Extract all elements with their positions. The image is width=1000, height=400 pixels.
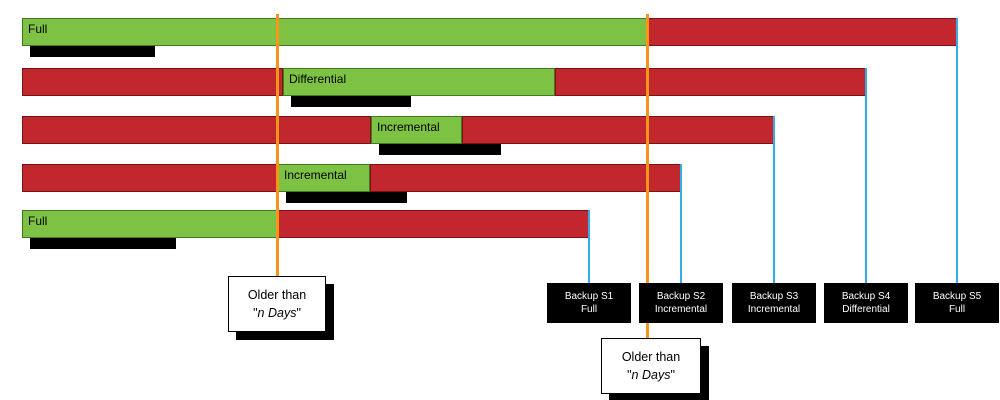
bar-row5-label: Full	[28, 214, 48, 228]
backup-endpoint-line-s3	[773, 116, 775, 283]
backup-s2-name: Backup S2	[656, 291, 706, 302]
callout-2-close-quote: "	[670, 368, 675, 382]
bar-row2-expired-left-segment	[22, 68, 283, 96]
bar-row3-label: Incremental	[377, 120, 440, 134]
callout-2-line2: "n Days"	[627, 366, 675, 384]
backup-endpoint-line-s2	[680, 164, 682, 283]
bar-row2-valid-segment: Differential	[283, 68, 555, 96]
retention-threshold-line-1	[276, 14, 279, 277]
older-than-callout-1: Older than "n Days"	[228, 276, 326, 332]
backup-endpoint-line-s4	[865, 68, 867, 283]
backup-s2-type: Incremental	[654, 304, 708, 315]
backup-s3-name: Backup S3	[749, 291, 799, 302]
backup-s3-type: Incremental	[747, 304, 801, 315]
bar-row2-label: Differential	[289, 72, 347, 86]
bar-row2-expired-right-segment	[555, 68, 867, 96]
label-shadow-row4	[286, 190, 407, 203]
label-shadow-row2	[291, 94, 411, 107]
callout-1-line1: Older than	[247, 288, 307, 302]
callout-1-n-days: n Days	[257, 306, 297, 320]
backup-s1-type: Full	[580, 304, 598, 315]
bar-row1-label: Full	[28, 22, 48, 36]
older-than-callout-2: Older than "n Days"	[601, 338, 701, 394]
backup-endpoint-line-s5	[956, 18, 958, 283]
bar-row1-valid-segment: Full	[22, 18, 648, 46]
backup-s5-name: Backup S5	[932, 291, 982, 302]
callout-1-line2: "n Days"	[253, 304, 301, 322]
label-shadow-row1	[30, 44, 155, 57]
bar-row4-expired-right-segment	[370, 164, 682, 192]
callout-1-open-quote: "	[253, 306, 258, 320]
backup-label-s5: Backup S5 Full	[915, 283, 999, 323]
callout-2-line1: Older than	[621, 350, 681, 364]
backup-label-s2: Backup S2 Incremental	[639, 283, 723, 323]
label-shadow-row3	[379, 142, 501, 155]
bar-row3-valid-segment: Incremental	[371, 116, 462, 144]
retention-threshold-line-2	[646, 14, 649, 338]
backup-s1-name: Backup S1	[564, 291, 614, 302]
backup-s4-type: Differential	[842, 304, 890, 315]
backup-s4-name: Backup S4	[841, 291, 891, 302]
backup-s5-type: Full	[948, 304, 966, 315]
bar-row1-expired-segment	[648, 18, 958, 46]
callout-2-open-quote: "	[627, 368, 632, 382]
callout-1-close-quote: "	[296, 306, 301, 320]
bar-row4-valid-segment: Incremental	[278, 164, 370, 192]
label-shadow-row5	[30, 236, 176, 249]
bar-row5-expired-segment	[278, 210, 590, 238]
bar-row3-expired-left-segment	[22, 116, 371, 144]
bar-row3-expired-right-segment	[462, 116, 775, 144]
bar-row5-valid-segment: Full	[22, 210, 278, 238]
callout-2-n-days: n Days	[631, 368, 671, 382]
bar-row4-label: Incremental	[284, 168, 347, 182]
backup-label-s4: Backup S4 Differential	[824, 283, 908, 323]
backup-endpoint-line-s1	[588, 210, 590, 283]
backup-label-s1: Backup S1 Full	[547, 283, 631, 323]
backup-label-s3: Backup S3 Incremental	[732, 283, 816, 323]
bar-row4-expired-left-segment	[22, 164, 278, 192]
